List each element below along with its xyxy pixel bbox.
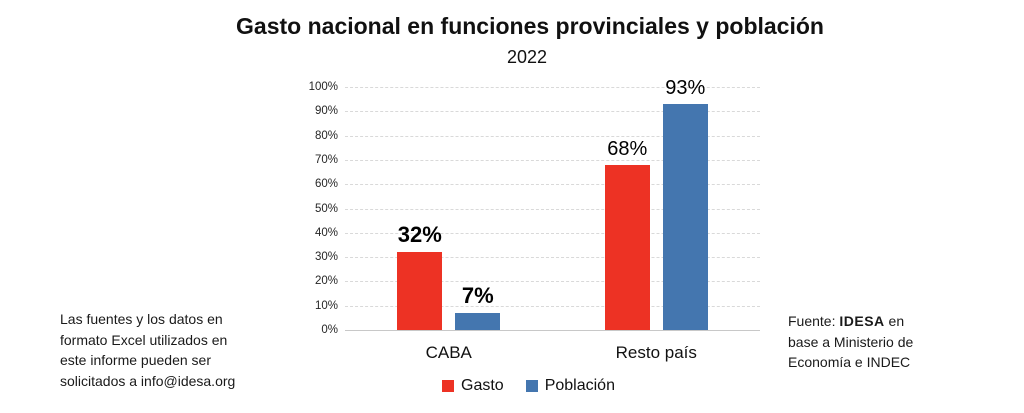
y-tick-label: 100% bbox=[308, 81, 338, 93]
gridline bbox=[345, 281, 760, 283]
source-line1-suffix: en bbox=[884, 313, 905, 329]
y-tick-label: 90% bbox=[314, 105, 338, 118]
footnote-text: Las fuentes y los datos en formato Excel… bbox=[60, 309, 280, 391]
bar-value-label: 93% bbox=[665, 77, 706, 100]
bar-población-resto-país bbox=[662, 104, 708, 330]
gridline bbox=[345, 87, 760, 88]
x-axis-labels: CABA Resto país bbox=[345, 343, 760, 365]
y-tick-label: 0% bbox=[321, 324, 338, 336]
legend-label: Población bbox=[544, 377, 615, 394]
y-tick-label: 20% bbox=[314, 275, 338, 288]
y-tick-label: 10% bbox=[314, 299, 338, 312]
legend: Gasto Población bbox=[321, 377, 736, 395]
y-tick-label: 60% bbox=[314, 178, 338, 191]
bar-población-caba bbox=[455, 313, 501, 330]
y-tick-label: 80% bbox=[314, 129, 338, 142]
source-prefix: Fuente: bbox=[788, 313, 840, 329]
gridline bbox=[345, 111, 760, 113]
bar-value-label: 32% bbox=[397, 222, 442, 248]
footnote-line: solicitados a info@idesa.org bbox=[60, 372, 236, 389]
bar-value-label: 7% bbox=[461, 283, 494, 308]
y-tick-label: 30% bbox=[314, 251, 338, 264]
category-label-caba: CABA bbox=[425, 343, 472, 362]
footnote-line: este informe pueden ser bbox=[60, 352, 211, 368]
gridline bbox=[345, 159, 760, 161]
source-line: Fuente: IDESA en bbox=[788, 311, 978, 332]
bar-gasto-resto-país bbox=[604, 164, 650, 330]
source-brand: IDESA bbox=[839, 313, 885, 329]
chart-title: Gasto nacional en funciones provinciales… bbox=[236, 13, 824, 39]
category-label-resto-país: Resto país bbox=[615, 343, 697, 362]
gridline bbox=[345, 184, 760, 186]
source-line: base a Ministerio de bbox=[788, 333, 914, 350]
bar-gasto-caba bbox=[397, 252, 443, 330]
gridline bbox=[345, 135, 760, 137]
gridline bbox=[345, 305, 760, 307]
gridline bbox=[345, 208, 760, 210]
legend-label: Gasto bbox=[461, 377, 504, 394]
source-line: Economía e INDEC bbox=[788, 354, 911, 370]
legend-item-gasto: Gasto bbox=[442, 377, 504, 395]
bar-value-label: 68% bbox=[607, 137, 648, 160]
y-axis: 0% 10% 20% 30% 40% 50% 60% 70% 80% 90% 100% bbox=[290, 81, 338, 336]
footnote-line: Las fuentes y los datos en bbox=[60, 311, 223, 327]
legend-item-población: Población bbox=[525, 377, 615, 395]
gridline bbox=[345, 257, 760, 259]
source-text: Fuente: IDESA en base a Ministerio de Ec… bbox=[788, 311, 978, 373]
gridline bbox=[345, 232, 760, 234]
y-tick-label: 50% bbox=[314, 202, 338, 215]
plot-area: 32% 7% 68% 93% bbox=[345, 77, 760, 331]
legend-swatch-gasto bbox=[442, 380, 455, 392]
y-tick-label: 70% bbox=[314, 153, 338, 166]
legend-swatch-población bbox=[525, 380, 538, 392]
y-tick-label: 40% bbox=[314, 226, 338, 239]
chart-subtitle: 2022 bbox=[506, 47, 548, 67]
footnote-line: formato Excel utilizados en bbox=[60, 331, 228, 348]
